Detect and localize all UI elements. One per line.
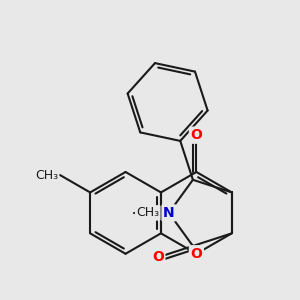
Text: CH₃: CH₃ xyxy=(35,169,58,182)
Text: O: O xyxy=(190,128,202,142)
Text: O: O xyxy=(190,247,202,261)
Text: O: O xyxy=(152,250,164,264)
Text: CH₃: CH₃ xyxy=(136,206,159,219)
Text: N: N xyxy=(163,206,175,220)
